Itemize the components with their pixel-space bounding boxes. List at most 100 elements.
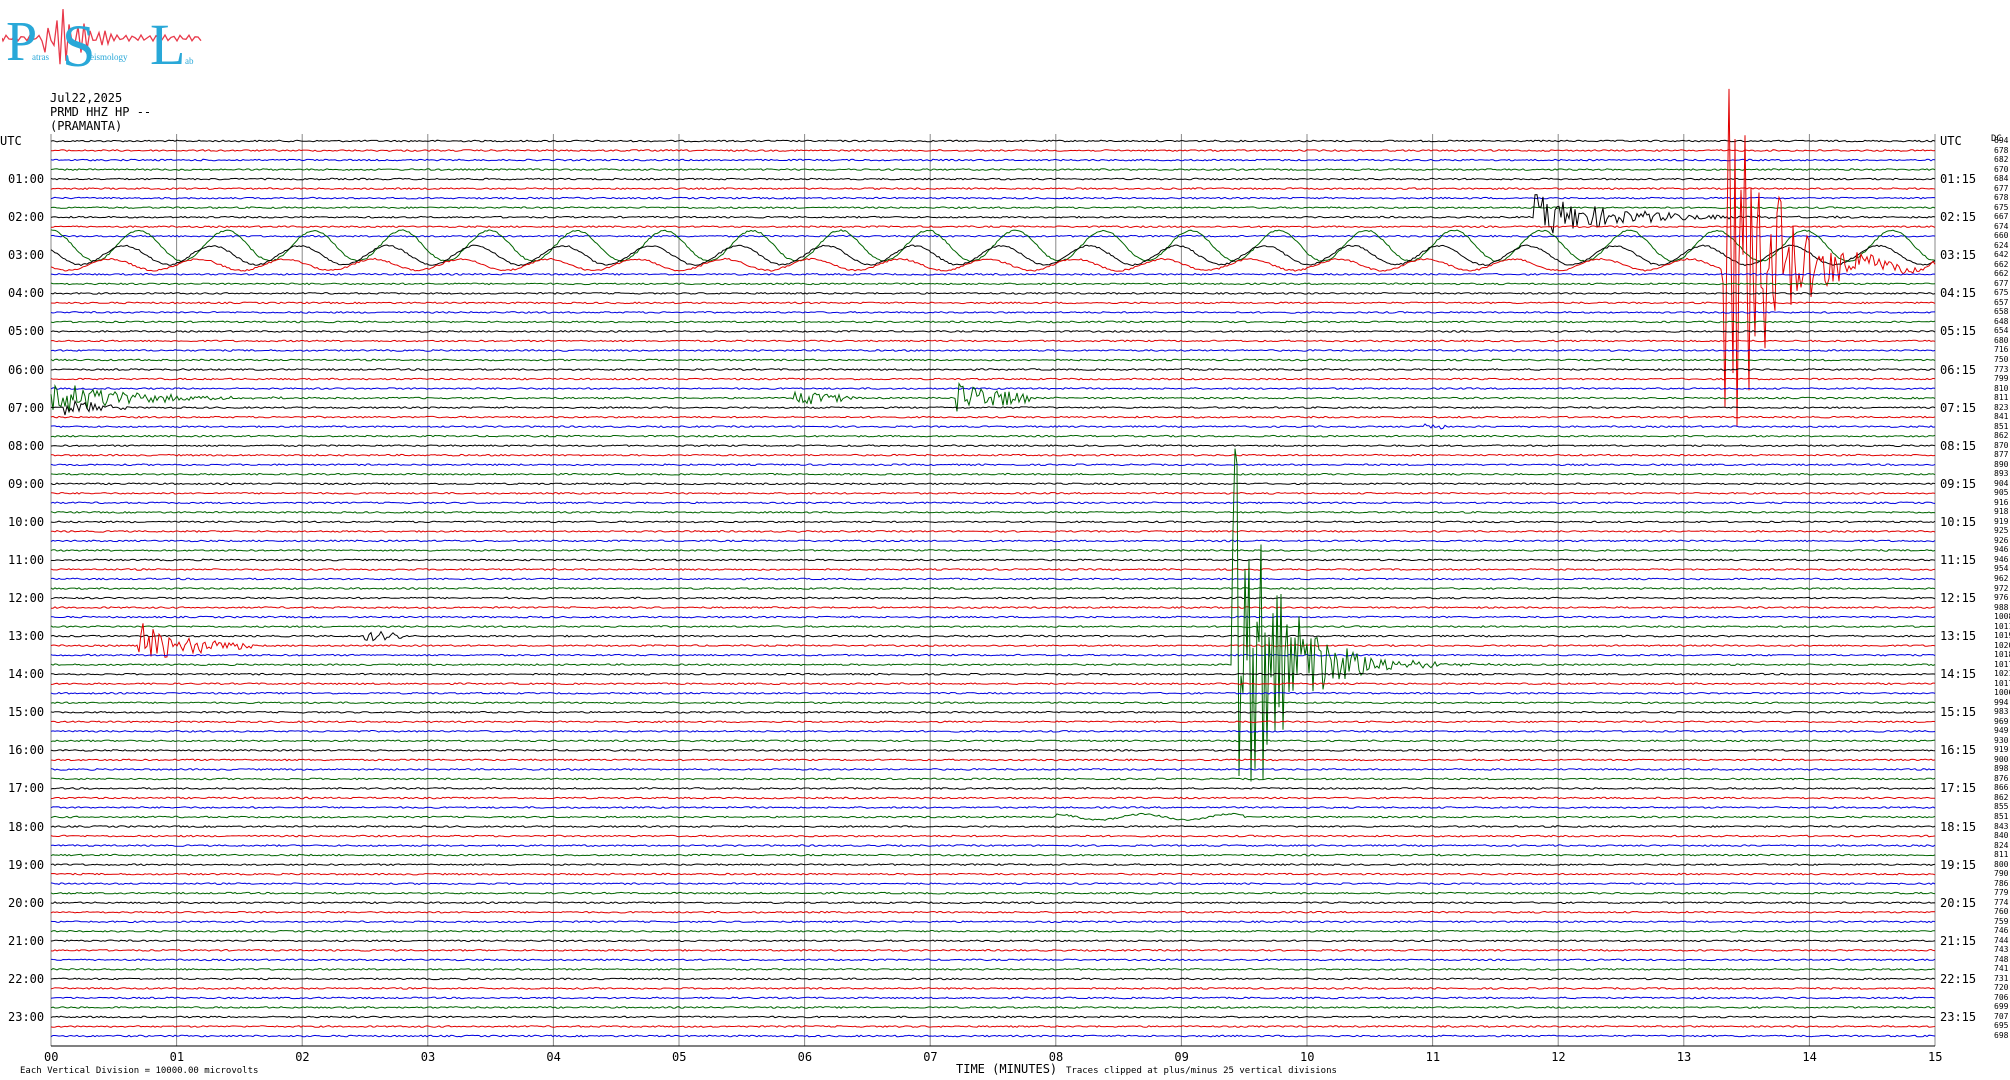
x-tick-label: 03 xyxy=(420,1050,436,1064)
dc-offset-label: 675 xyxy=(1994,288,2009,298)
trace-row-22 xyxy=(50,349,1936,352)
right-hour-label: 05:15 xyxy=(1940,324,1977,339)
trace-row-16 xyxy=(50,291,1936,295)
dc-offset-label: 695 xyxy=(1994,1021,2009,1031)
left-hour-label: 17:00 xyxy=(8,781,45,796)
dc-offset-label: 678 xyxy=(1994,145,2009,155)
logo-word-atras: atras xyxy=(32,52,49,62)
left-hour-label: 22:00 xyxy=(8,971,45,986)
trace-row-20 xyxy=(50,329,1936,333)
left-hour-label: 15:00 xyxy=(8,705,45,720)
dc-offset-label: 658 xyxy=(1994,307,2009,317)
trace-row-79 xyxy=(50,891,1936,895)
right-hour-label: 14:15 xyxy=(1940,667,1977,682)
dc-offset-label: 994 xyxy=(1994,697,2009,707)
left-hour-label: 06:00 xyxy=(8,362,45,377)
right-hour-label: UTC xyxy=(1940,134,1962,148)
dc-offset-label: 890 xyxy=(1994,459,2009,469)
trace-row-41 xyxy=(50,529,1936,533)
trace-row-74 xyxy=(50,844,1936,848)
x-tick-label: 15 xyxy=(1928,1050,1943,1064)
dc-offset-label: 946 xyxy=(1994,554,2009,564)
trace-row-7 xyxy=(50,206,1936,210)
right-hour-label: 12:15 xyxy=(1940,591,1977,606)
left-hour-label: 01:00 xyxy=(8,172,45,187)
dc-offset-label: 744 xyxy=(1994,935,2009,945)
x-tick-label: 04 xyxy=(546,1050,561,1064)
x-tick-label: 07 xyxy=(923,1050,938,1064)
x-tick-label: 10 xyxy=(1300,1050,1315,1064)
right-hour-label: 07:15 xyxy=(1940,400,1977,415)
trace-row-81 xyxy=(50,910,1936,914)
right-hour-label: 23:15 xyxy=(1940,1009,1977,1024)
trace-row-4 xyxy=(50,177,1936,181)
trace-row-78 xyxy=(50,882,1936,886)
left-hour-label: 02:00 xyxy=(8,210,45,225)
dc-offset-label: 799 xyxy=(1994,374,2009,384)
dc-column-title: DC xyxy=(1991,134,2002,144)
trace-row-94 xyxy=(50,1034,1936,1038)
trace-row-23 xyxy=(50,358,1936,362)
trace-row-9 xyxy=(50,225,1936,229)
left-hour-label: 04:00 xyxy=(8,286,45,301)
trace-row-60 xyxy=(50,710,1936,714)
trace-row-31 xyxy=(50,434,1936,438)
x-tick-label: 11 xyxy=(1425,1050,1441,1064)
dc-offset-label: 876 xyxy=(1994,773,2009,783)
dc-offset-label: 660 xyxy=(1994,231,2009,241)
trace-row-90 xyxy=(50,996,1936,1000)
left-hour-label: 11:00 xyxy=(8,552,45,567)
logo-letter-l: L xyxy=(150,12,185,72)
left-hour-label: 16:00 xyxy=(8,743,45,758)
trace-row-87 xyxy=(50,967,1936,971)
left-hour-label: 07:00 xyxy=(8,400,45,415)
dc-offset-label: 1006 xyxy=(1994,688,2010,698)
trace-row-63 xyxy=(50,739,1936,743)
dc-offset-label: 1019 xyxy=(1994,631,2010,641)
left-hour-label: 09:00 xyxy=(8,476,45,491)
right-hour-label: 03:15 xyxy=(1940,248,1977,263)
x-tick-label: 02 xyxy=(295,1050,310,1064)
trace-row-21 xyxy=(50,339,1936,343)
left-hour-label: 08:00 xyxy=(8,438,45,453)
trace-row-28 xyxy=(50,399,1936,416)
trace-row-26 xyxy=(50,387,1936,390)
dc-offset-label: 682 xyxy=(1994,155,2009,165)
dc-offset-label: 851 xyxy=(1994,812,2009,821)
dc-offset-label: 654 xyxy=(1994,326,2009,336)
dc-offset-label: 983 xyxy=(1994,707,2009,717)
right-hour-label: 19:15 xyxy=(1940,857,1977,872)
right-hour-label: 01:15 xyxy=(1940,172,1977,187)
trace-row-37 xyxy=(50,491,1936,495)
dc-offset-label: 919 xyxy=(1994,745,2009,755)
trace-row-29 xyxy=(50,415,1936,419)
dc-offset-label: 773 xyxy=(1994,364,2009,374)
right-hour-label: 02:15 xyxy=(1940,210,1977,225)
trace-row-53 xyxy=(50,623,1936,658)
x-tick-label: 01 xyxy=(169,1050,185,1064)
trace-row-65 xyxy=(50,758,1936,762)
trace-row-34 xyxy=(50,463,1936,467)
left-hour-label: 23:00 xyxy=(8,1009,45,1024)
trace-row-47 xyxy=(50,587,1936,590)
left-hour-label: 21:00 xyxy=(8,933,45,948)
right-hour-label: 21:15 xyxy=(1940,933,1977,948)
trace-row-51 xyxy=(50,625,1936,628)
trace-row-6 xyxy=(50,196,1936,200)
trace-row-70 xyxy=(50,806,1936,809)
trace-row-39 xyxy=(50,510,1936,514)
trace-row-33 xyxy=(50,453,1936,457)
left-hour-label: 10:00 xyxy=(8,514,45,529)
dc-offset-label: 898 xyxy=(1994,764,2009,774)
dc-offset-label: 916 xyxy=(1994,497,2009,507)
trace-row-76 xyxy=(50,863,1936,867)
dc-offset-label: 624 xyxy=(1994,240,2009,250)
dc-offset-label: 969 xyxy=(1994,716,2009,726)
trace-row-88 xyxy=(50,977,1936,981)
dc-offset-label: 662 xyxy=(1994,269,2009,279)
dc-offset-label: 877 xyxy=(1994,450,2009,460)
right-hour-label: 18:15 xyxy=(1940,819,1977,834)
trace-row-27 xyxy=(50,381,1936,413)
